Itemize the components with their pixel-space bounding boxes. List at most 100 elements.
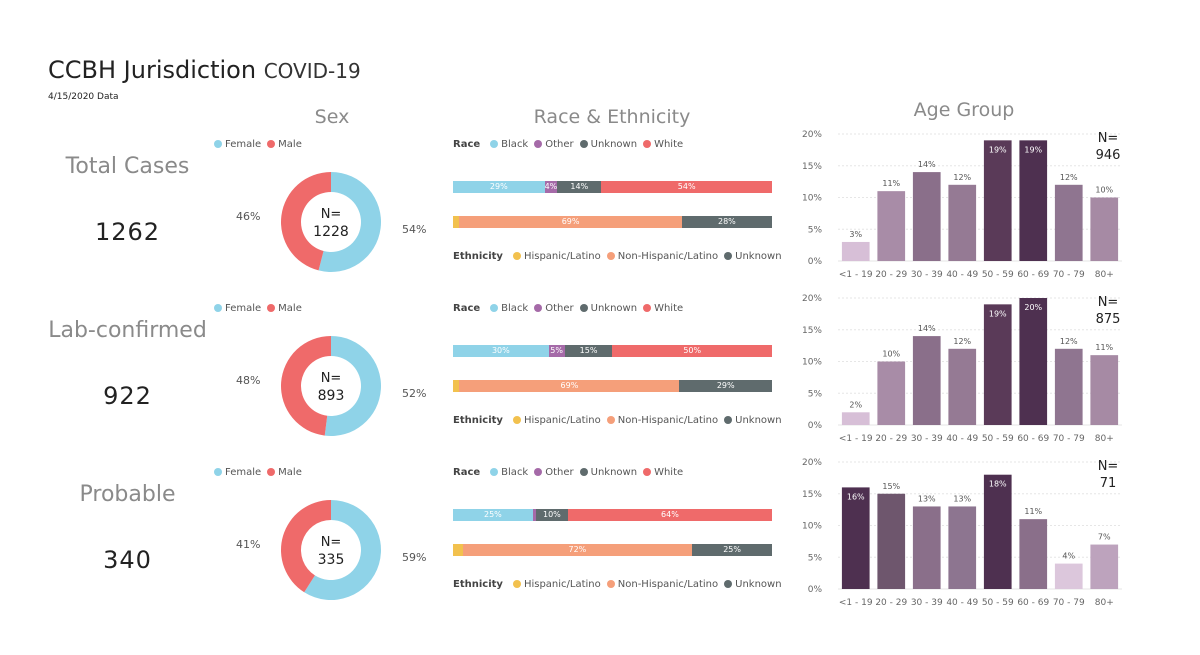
age-bar-label: 16% <box>847 492 865 501</box>
race-bar-2-segment: 15% <box>564 345 613 357</box>
y-tick-label: 15% <box>802 490 822 500</box>
age-bar-20-29 <box>877 191 906 261</box>
ethnicity-legend-1-swatch-hispanic-latino <box>512 252 521 260</box>
x-tick-label: 70 - 79 <box>1053 270 1085 280</box>
age-bar-label: 19% <box>989 145 1007 154</box>
ethnicity-bar-3-segment <box>453 544 463 556</box>
ethnicity-bar-2: 69% 29% <box>453 380 772 392</box>
ethnicity-legend-2-label: Non-Hispanic/Latino <box>617 415 719 426</box>
female-pct-label: 54% <box>402 223 427 236</box>
race-bar-2-segment: 30% <box>453 345 549 357</box>
ethnicity-legend-3: Ethnicity Hispanic/Latino Non-Hispanic/Lat… <box>453 579 782 590</box>
y-tick-label: 10% <box>802 194 822 204</box>
age-n-3: N= 71 <box>1088 458 1128 492</box>
y-tick-label: 5% <box>808 225 823 235</box>
ethnicity-legend-1-label: Non-Hispanic/Latino <box>617 251 719 262</box>
x-tick-label: <1 - 19 <box>839 434 873 444</box>
ethnicity-legend-3-label: Hispanic/Latino <box>523 579 601 590</box>
x-tick-label: 50 - 59 <box>982 270 1014 280</box>
sex-donut-2: N= 893 <box>281 336 382 436</box>
sex-legend-2-label: Male <box>278 303 302 314</box>
sex-column-heading: Sex <box>314 106 350 128</box>
race-bar-2: 30% 5% 15% 50% <box>453 345 772 357</box>
y-tick-label: 20% <box>802 458 822 468</box>
x-tick-label: 70 - 79 <box>1053 598 1085 608</box>
age-bar-label: 2% <box>849 400 862 409</box>
age-bar-40-49 <box>948 348 977 425</box>
y-tick-label: 10% <box>802 358 822 368</box>
age-bar-70-79 <box>1054 563 1083 589</box>
y-tick-label: 0% <box>808 585 823 595</box>
ethnicity-legend-2-swatch-non-hispanic-latino <box>606 416 615 424</box>
age-bar-40-49 <box>948 506 977 589</box>
ethnicity-bar-1-segment: 28% <box>681 216 772 228</box>
age-n-value: 946 <box>1095 148 1121 163</box>
x-tick-label: 60 - 69 <box>1017 434 1049 444</box>
race-legend-1-label: Unknown <box>590 139 638 150</box>
x-tick-label: 60 - 69 <box>1017 598 1049 608</box>
female-pct-label: 59% <box>402 551 427 564</box>
age-n-1: N= 946 <box>1088 130 1128 164</box>
ethnicity-bar-3-segment: 72% <box>462 544 693 556</box>
race-legend-2-label: Black <box>501 303 529 314</box>
ethnicity-legend-2-label: Hispanic/Latino <box>523 415 601 426</box>
race-legend-3-label: White <box>654 467 684 478</box>
age-bar-30-39 <box>912 172 941 261</box>
age-bar-60-69 <box>1019 519 1048 589</box>
y-tick-label: 15% <box>802 162 822 172</box>
age-bar-40-49 <box>948 184 977 261</box>
ethnicity-legend-3-swatch-unknown <box>724 580 733 588</box>
sex-legend-2-swatch-female <box>214 304 222 312</box>
row-total-2: 922 <box>103 382 152 410</box>
age-bar-label: 14% <box>918 324 936 333</box>
sex-legend-3-label: Female <box>225 467 262 478</box>
x-tick-label: 40 - 49 <box>946 598 978 608</box>
age-bar--1-19 <box>841 412 870 425</box>
sex-legend-3-label: Male <box>278 467 302 478</box>
age-chart-1: 0% 5% 10% 15% 20% 3% <1 - 19 11% 20 - 29 14% 30 - … <box>802 130 1122 280</box>
age-bar-label: 10% <box>1095 186 1113 195</box>
ethnicity-legend-1-label: Hispanic/Latino <box>523 251 601 262</box>
male-slice <box>281 172 331 271</box>
sex-legend-1-swatch-male <box>267 140 276 148</box>
ethnicity-legend-2-label: Unknown <box>735 415 782 426</box>
row-total-1: 1262 <box>94 218 161 246</box>
x-tick-label: 70 - 79 <box>1053 434 1085 444</box>
x-tick-label: 20 - 29 <box>875 434 907 444</box>
ethnicity-legend-3-swatch-non-hispanic-latino <box>606 580 615 588</box>
x-tick-label: 80+ <box>1095 270 1114 280</box>
sex-legend-1: Female Male <box>208 139 302 150</box>
race-legend-1-label: Other <box>545 139 574 150</box>
age-bar-label: 20% <box>1024 303 1042 312</box>
donut-n-label: N= <box>321 371 342 386</box>
age-bar-80- <box>1090 197 1119 261</box>
age-bar-70-79 <box>1054 184 1083 261</box>
y-tick-label: 15% <box>802 326 822 336</box>
age-n-label: N= <box>1097 131 1119 146</box>
ethnicity-legend-2-swatch-hispanic-latino <box>512 416 521 424</box>
age-bar-60-69 <box>1019 140 1048 261</box>
y-tick-label: 5% <box>808 389 823 399</box>
age-bar-20-29 <box>877 361 906 425</box>
ethnicity-legend-2-swatch-unknown <box>724 416 733 424</box>
age-column-heading: Age Group <box>913 99 1015 121</box>
age-bar-50-59 <box>983 140 1012 261</box>
race-bar-1-segment: 54% <box>601 181 772 193</box>
age-n-label: N= <box>1097 459 1119 474</box>
sex-donut-1: N= 1228 <box>281 172 381 272</box>
race-legend-3-swatch-unknown <box>579 468 588 476</box>
row-label-1: Total Cases <box>65 154 190 179</box>
ethnicity-bar-2-segment <box>453 380 460 392</box>
x-tick-label: 20 - 29 <box>875 598 907 608</box>
race-bar-3-segment: 25% <box>453 509 533 521</box>
female-slice <box>324 336 382 436</box>
age-n-value: 71 <box>1099 476 1117 491</box>
race-legend-3-swatch-other <box>534 468 543 476</box>
y-tick-label: 0% <box>808 257 823 267</box>
age-bar-80- <box>1090 355 1119 425</box>
ethnicity-bar-3: 72% 25% <box>453 544 772 556</box>
y-tick-label: 20% <box>802 130 822 140</box>
male-pct-label: 48% <box>236 374 261 387</box>
x-tick-label: 80+ <box>1095 598 1114 608</box>
race-legend-2-swatch-unknown <box>579 304 588 312</box>
